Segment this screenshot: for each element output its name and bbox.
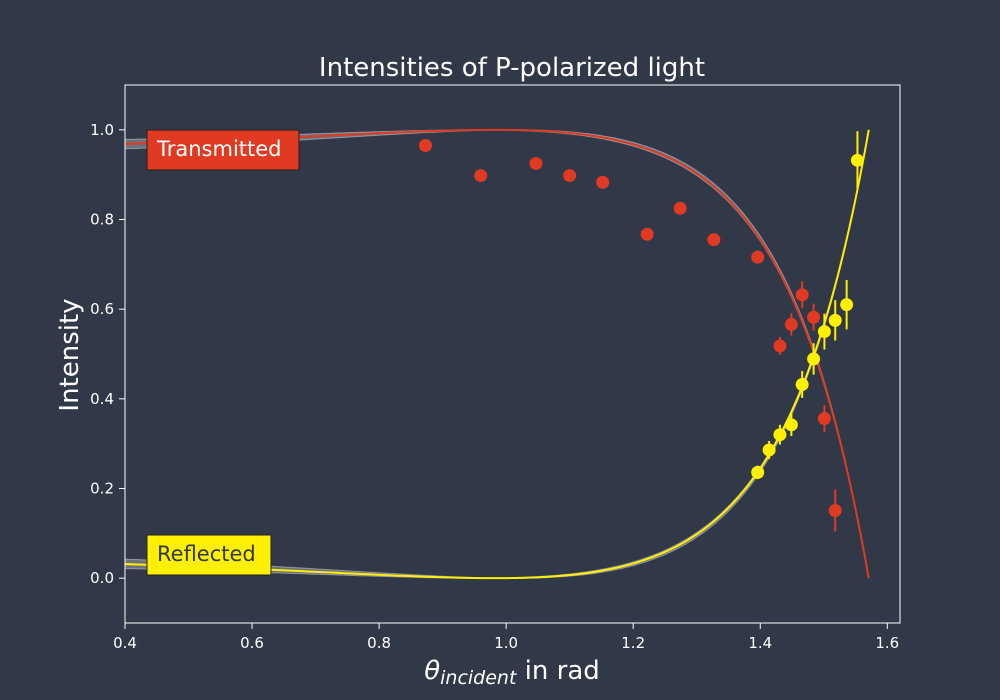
transmitted-marker: [817, 412, 831, 426]
y-axis-label: Intensity: [55, 298, 85, 411]
x-axis-label-symbol: θ: [424, 656, 440, 686]
transmitted-point: [773, 336, 787, 355]
transmitted-point: [751, 250, 765, 264]
y-tick-label: 1.0: [90, 121, 114, 139]
transmitted-marker: [795, 288, 809, 302]
x-tick-label: 1.4: [748, 634, 772, 652]
transmitted-marker: [751, 250, 765, 264]
y-tick-label: 0.6: [90, 300, 114, 318]
reflected-marker: [751, 465, 765, 479]
reflected-marker: [817, 325, 831, 339]
reflected-point: [817, 313, 831, 350]
reflected-band: [124, 129, 870, 579]
series-labels: Transmitted Reflected: [146, 129, 300, 576]
transmitted-point: [707, 233, 721, 247]
reflected-point: [795, 371, 809, 398]
transmitted-point: [807, 303, 821, 331]
reflected-point: [784, 413, 798, 437]
reflected-marker: [795, 377, 809, 391]
reflected-point: [828, 300, 842, 341]
reflected-marker: [828, 313, 842, 327]
transmitted-marker: [474, 169, 488, 183]
reflected-label-box: [146, 534, 272, 576]
fit-curves: [124, 128, 870, 580]
transmitted-point: [563, 169, 577, 183]
reflected-marker: [784, 418, 798, 432]
reflected-marker: [840, 298, 854, 312]
reflected-label-text: Reflected: [157, 542, 256, 566]
reflected-point: [773, 424, 787, 445]
x-tick-label: 1.0: [494, 634, 518, 652]
transmitted-point: [529, 156, 543, 170]
reflected-marker: [773, 428, 787, 442]
x-tick-label: 0.6: [240, 634, 264, 652]
transmitted-point: [784, 313, 798, 336]
transmitted-marker: [529, 156, 543, 170]
transmitted-label-text: Transmitted: [156, 137, 282, 161]
transmitted-fit-line: [124, 128, 870, 579]
x-axis-label: θincident in rad: [424, 656, 600, 689]
transmitted-marker: [563, 169, 577, 183]
transmitted-point: [640, 227, 654, 241]
transmitted-marker: [640, 227, 654, 241]
transmitted-point: [795, 281, 809, 309]
x-tick-label: 0.8: [367, 634, 391, 652]
x-axis-ticks: 0.4 0.6 0.8 1.0 1.2 1.4 1.6: [113, 623, 899, 652]
transmitted-marker: [596, 175, 610, 189]
axes-frame: [124, 84, 901, 624]
reflected-point: [751, 465, 765, 480]
transmitted-label-box: [146, 129, 300, 171]
reflected-label: Reflected: [146, 534, 272, 576]
transmitted-point: [673, 201, 687, 215]
reflected-fit-line: [124, 129, 870, 580]
y-axis-ticks: 0.0 0.2 0.4 0.6 0.8 1.0: [90, 121, 125, 587]
transmitted-band: [124, 129, 870, 579]
reflected-point: [850, 131, 864, 190]
x-axis-label-suffix: in rad: [516, 656, 599, 686]
x-tick-label: 1.6: [875, 634, 899, 652]
transmitted-marker: [807, 310, 821, 324]
y-tick-label: 0.2: [90, 480, 114, 498]
data-points: [418, 131, 864, 532]
transmitted-point: [418, 139, 432, 153]
x-axis-label-subscript: incident: [440, 667, 518, 689]
transmitted-label: Transmitted: [146, 129, 300, 171]
transmitted-marker: [828, 503, 842, 517]
reflected-point: [840, 280, 854, 330]
transmitted-point: [817, 405, 831, 433]
reflected-marker: [850, 153, 864, 167]
confidence-bands: [124, 129, 870, 579]
x-tick-label: 0.4: [113, 634, 137, 652]
reflected-point: [762, 440, 776, 459]
transmitted-point: [828, 489, 842, 532]
reflected-marker: [762, 443, 776, 457]
reflected-point: [807, 343, 821, 375]
transmitted-marker: [784, 317, 798, 331]
transmitted-marker: [673, 201, 687, 215]
y-tick-label: 0.8: [90, 211, 114, 229]
reflected-marker: [807, 352, 821, 366]
transmitted-marker: [418, 139, 432, 153]
transmitted-point: [596, 175, 610, 189]
transmitted-point: [474, 169, 488, 183]
chart-title: Intensities of P-polarized light: [319, 53, 705, 83]
x-tick-label: 1.2: [621, 634, 645, 652]
transmitted-marker: [773, 339, 787, 353]
y-tick-label: 0.0: [90, 569, 114, 587]
transmitted-marker: [707, 233, 721, 247]
y-tick-label: 0.4: [90, 390, 114, 408]
